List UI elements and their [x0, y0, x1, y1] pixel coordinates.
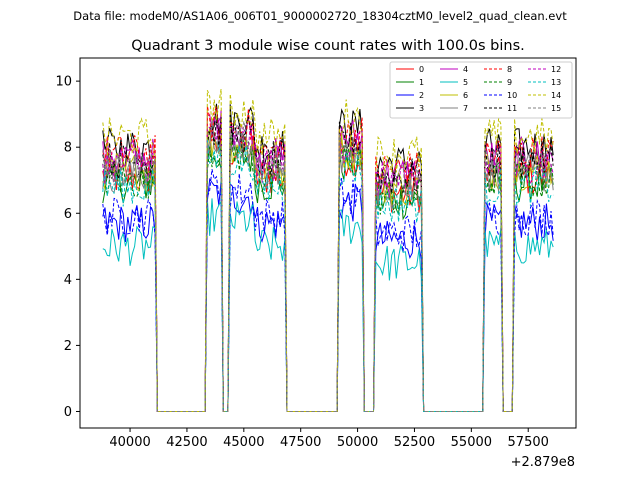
- series-layer: [102, 89, 554, 412]
- y-tick-label: 6: [64, 207, 72, 222]
- legend-label-8: 8: [507, 65, 512, 74]
- x-axis: 40000 42500 45000 47500 50000 52500 55000 57500: [109, 428, 549, 450]
- plot-frame: [79, 57, 577, 429]
- y-tick-label: 4: [64, 273, 72, 288]
- y-axis: 0 2 4 6 8 10: [55, 75, 80, 420]
- legend-label-6: 6: [463, 91, 468, 100]
- x-tick-label: 42500: [166, 435, 207, 450]
- x-axis-offset-label: +2.879e8: [511, 455, 575, 470]
- series-line-15: [102, 119, 554, 412]
- x-tick-label: 52500: [394, 435, 435, 450]
- legend-label-9: 9: [507, 78, 512, 87]
- legend-label-13: 13: [551, 78, 561, 87]
- x-tick-label: 45000: [223, 435, 264, 450]
- legend-label-2: 2: [419, 91, 424, 100]
- chart-title: Quadrant 3 module wise count rates with …: [131, 38, 525, 54]
- y-tick-label: 8: [64, 141, 72, 156]
- y-tick-label: 0: [64, 405, 72, 420]
- legend-label-15: 15: [551, 104, 561, 113]
- legend-label-5: 5: [463, 78, 468, 87]
- x-tick-label: 40000: [109, 435, 150, 450]
- x-tick-label: 57500: [508, 435, 549, 450]
- data-file-suptitle: Data file: modeM0/AS1A06_006T01_90000027…: [73, 9, 567, 23]
- legend-box: [389, 61, 573, 119]
- legend-label-3: 3: [419, 104, 424, 113]
- legend-label-11: 11: [507, 104, 517, 113]
- x-tick-label: 55000: [451, 435, 492, 450]
- x-tick-label: 47500: [280, 435, 321, 450]
- x-tick-label: 50000: [337, 435, 378, 450]
- y-tick-label: 10: [55, 75, 72, 90]
- legend-label-12: 12: [551, 65, 561, 74]
- legend-label-0: 0: [419, 65, 424, 74]
- legend-label-10: 10: [507, 91, 517, 100]
- y-tick-label: 2: [64, 339, 72, 354]
- legend-label-4: 4: [463, 65, 468, 74]
- legend-label-14: 14: [551, 91, 561, 100]
- legend-label-7: 7: [463, 104, 468, 113]
- legend-label-1: 1: [419, 78, 424, 87]
